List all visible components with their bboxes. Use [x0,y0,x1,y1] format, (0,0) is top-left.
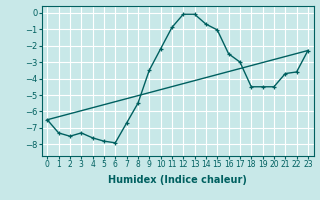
X-axis label: Humidex (Indice chaleur): Humidex (Indice chaleur) [108,175,247,185]
